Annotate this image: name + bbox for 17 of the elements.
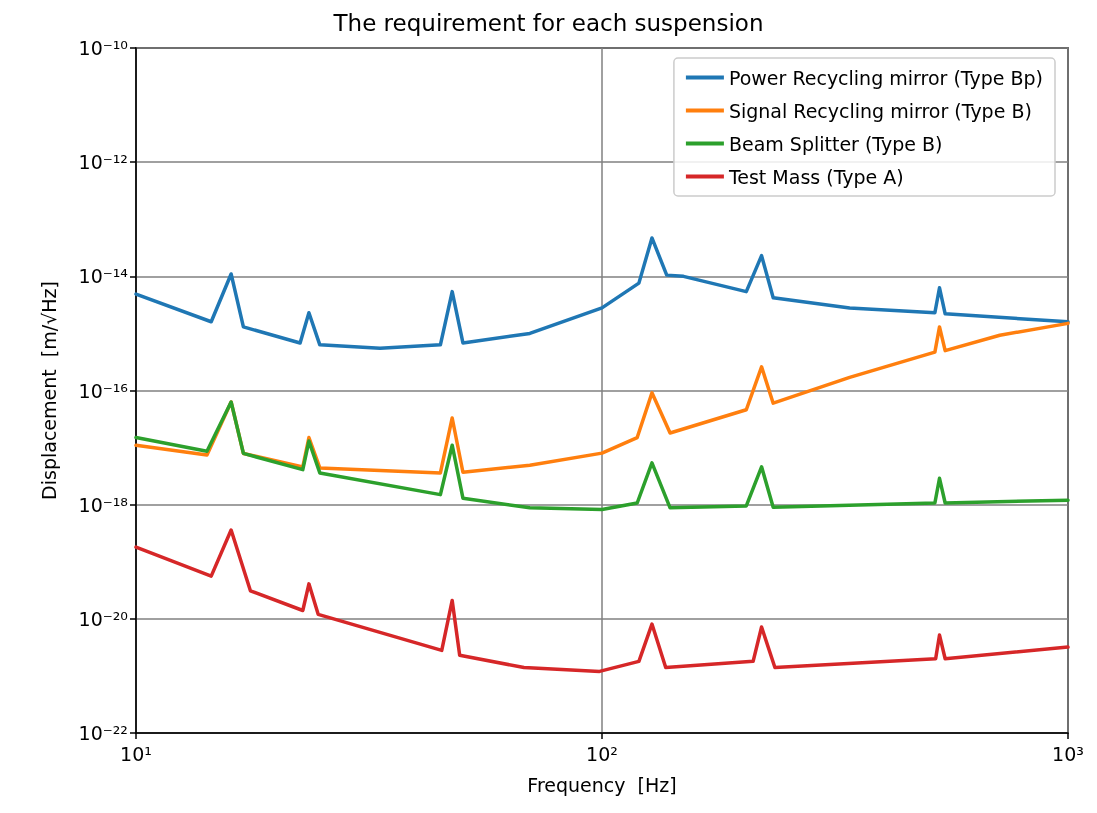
y-tick-label: 10⁻¹² [78, 151, 128, 174]
y-tick-label: 10⁻¹⁴ [78, 265, 129, 288]
x-axis-title: Frequency [Hz] [527, 773, 677, 796]
legend-label: Test Mass (Type A) [727, 165, 904, 188]
y-axis-title: Displacement [m/√Hz] [37, 281, 60, 500]
y-tick-label: 10⁻¹⁸ [78, 493, 128, 516]
x-tick-label: 10¹ [120, 743, 152, 765]
x-tick-label: 10² [586, 743, 618, 765]
y-tick-label: 10⁻¹⁶ [78, 379, 128, 402]
y-tick-label: 10⁻²² [78, 722, 128, 744]
legend-label: Beam Splitter (Type B) [728, 132, 943, 155]
y-tick-label: 10⁻¹⁰ [78, 37, 128, 59]
legend-label: Power Recycling mirror (Type Bp) [728, 66, 1043, 89]
x-tick-label: 10³ [1052, 743, 1084, 765]
y-tick-label: 10⁻²⁰ [78, 607, 128, 630]
chart-title: The requirement for each suspension [332, 9, 764, 36]
legend-label: Signal Recycling mirror (Type B) [728, 99, 1032, 122]
